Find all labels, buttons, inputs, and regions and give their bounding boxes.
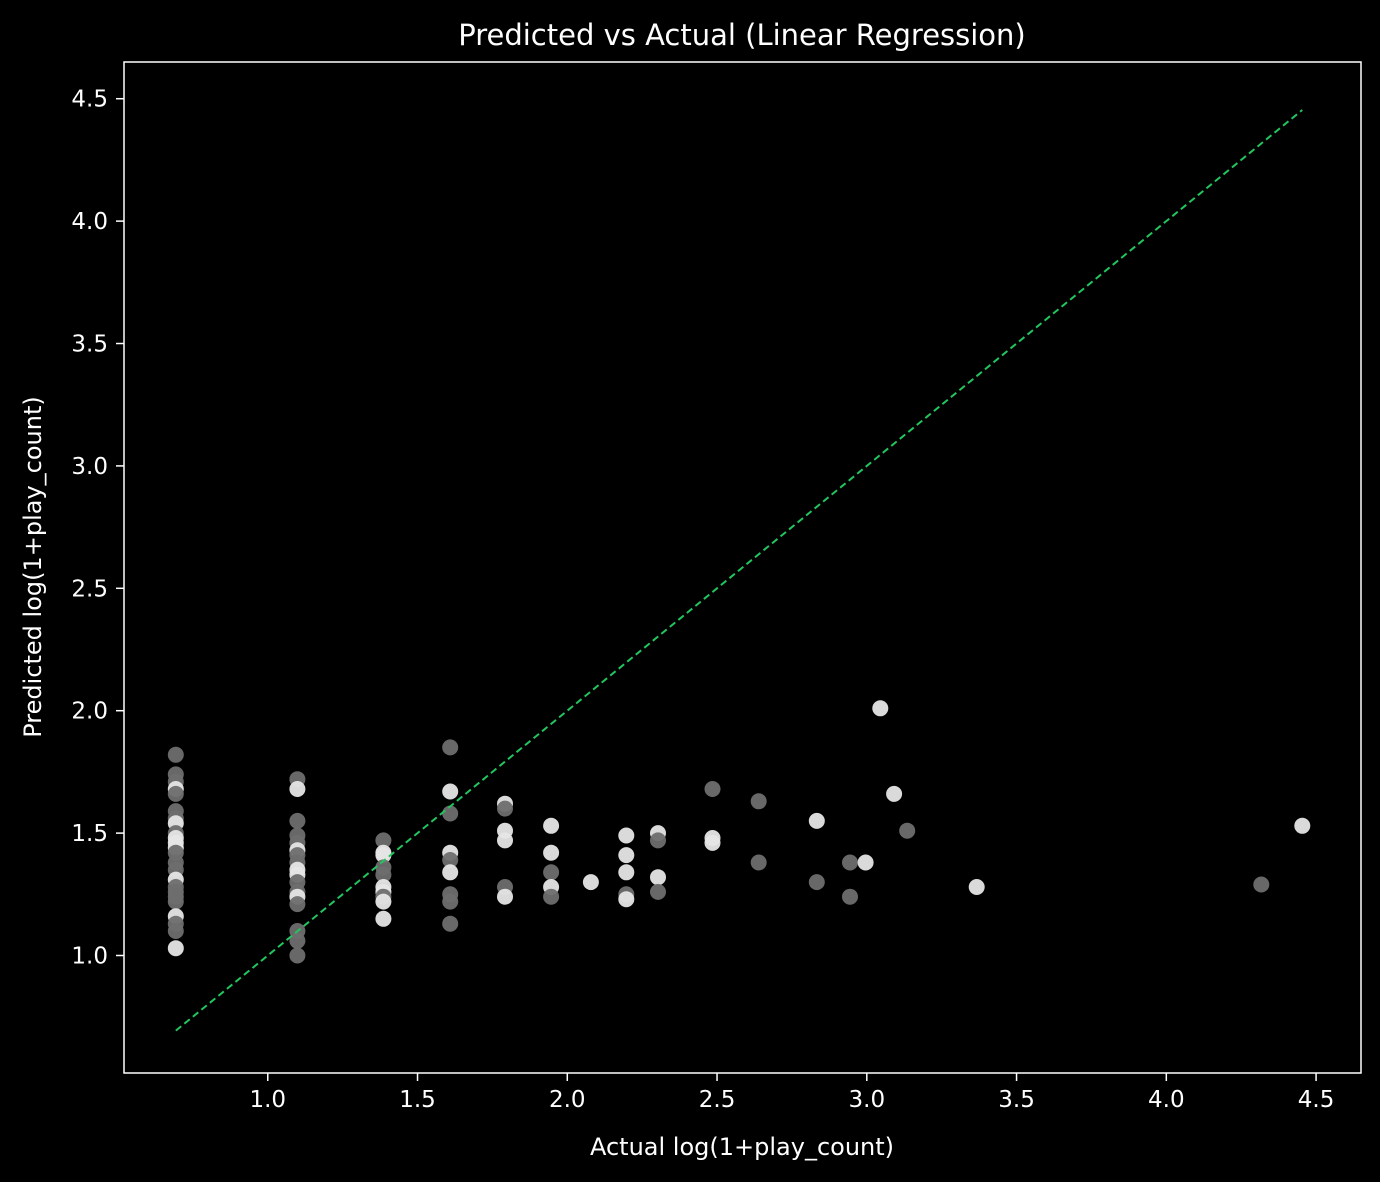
- data-point: [704, 781, 721, 797]
- data-point: [704, 834, 721, 851]
- x-tick-label: 3.0: [849, 1087, 886, 1113]
- y-tick-label: 1.5: [71, 821, 108, 847]
- y-tick-label: 3.5: [71, 332, 108, 358]
- y-axis-ticks: 1.0 1.5 2.0 2.5 3.0 3.5 4.0 4.5: [71, 87, 124, 969]
- data-point: [618, 827, 635, 844]
- data-point: [167, 940, 184, 957]
- y-tick-label: 1.0: [71, 943, 108, 969]
- data-point: [289, 896, 306, 913]
- data-point: [375, 832, 392, 849]
- x-tick-label: 3.5: [998, 1087, 1035, 1113]
- data-point: [375, 893, 392, 910]
- x-axis-label: Actual log(1+play_count): [590, 1133, 894, 1161]
- data-point: [167, 893, 184, 910]
- data-point: [289, 947, 306, 964]
- data-point: [842, 888, 858, 905]
- x-axis-ticks: 1.0 1.5 2.0 2.5 3.0 3.5 4.0 4.5: [249, 1073, 1334, 1113]
- data-point: [1253, 876, 1270, 893]
- y-tick-label: 2.0: [71, 699, 108, 725]
- data-point: [497, 832, 513, 849]
- data-point: [543, 864, 560, 881]
- data-point: [543, 817, 560, 834]
- points-layer: [167, 700, 1311, 964]
- data-point: [582, 874, 599, 891]
- data-point: [375, 910, 392, 927]
- data-point: [442, 805, 459, 822]
- x-tick-label: 1.0: [249, 1087, 286, 1113]
- data-point: [442, 739, 459, 756]
- x-tick-label: 4.0: [1148, 1087, 1185, 1113]
- x-tick-label: 2.0: [549, 1087, 586, 1113]
- y-tick-label: 2.5: [71, 576, 108, 602]
- data-point: [543, 888, 560, 905]
- data-point: [808, 812, 825, 829]
- data-point: [375, 847, 392, 864]
- data-point: [167, 785, 184, 802]
- y-tick-label: 4.5: [71, 87, 108, 113]
- x-tick-label: 1.5: [399, 1087, 436, 1113]
- data-point: [167, 923, 184, 939]
- x-tick-label: 2.5: [699, 1087, 736, 1113]
- data-point: [650, 832, 666, 849]
- data-point: [289, 781, 306, 797]
- chart-title: Predicted vs Actual (Linear Regression): [458, 18, 1026, 52]
- data-point: [442, 893, 459, 910]
- x-tick-label: 4.5: [1298, 1087, 1335, 1113]
- data-point: [650, 883, 666, 900]
- y-tick-label: 4.0: [71, 209, 108, 235]
- reference-line-layer: [175, 109, 1303, 1032]
- y-axis-label: Predicted log(1+play_count): [19, 396, 47, 738]
- data-point: [872, 700, 889, 717]
- data-point: [497, 800, 513, 817]
- data-point: [808, 874, 825, 891]
- y-tick-label: 3.0: [71, 454, 108, 480]
- data-point: [375, 866, 392, 883]
- reference-line: [175, 109, 1303, 1032]
- data-point: [750, 793, 767, 810]
- data-point: [543, 844, 560, 861]
- data-point: [750, 854, 767, 871]
- data-point: [442, 852, 459, 868]
- data-point: [1294, 817, 1311, 834]
- data-point: [899, 822, 916, 839]
- data-point: [650, 869, 666, 886]
- data-point: [618, 864, 635, 881]
- data-point: [497, 888, 513, 905]
- data-point: [442, 864, 459, 881]
- plot-frame: [123, 61, 1362, 1074]
- data-point: [857, 854, 874, 871]
- data-point: [618, 847, 635, 864]
- data-point: [442, 915, 459, 932]
- data-point: [968, 879, 985, 895]
- data-point: [167, 746, 184, 763]
- data-point: [842, 854, 858, 871]
- data-point: [886, 785, 903, 802]
- data-point: [289, 812, 306, 829]
- data-point: [618, 891, 635, 908]
- data-point: [289, 932, 306, 949]
- data-point: [442, 783, 459, 800]
